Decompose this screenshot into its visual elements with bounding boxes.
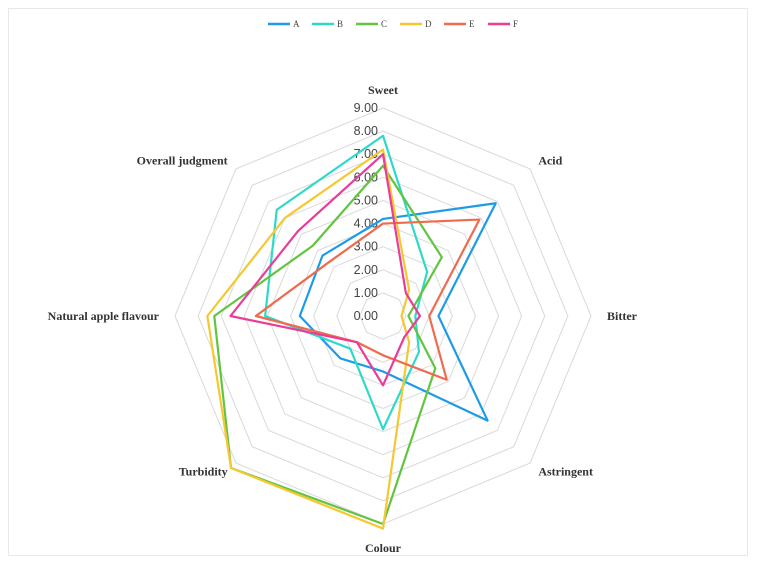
grid-ring: [266, 199, 500, 433]
series-d-line: [206, 148, 411, 530]
series-e-line: [254, 218, 481, 381]
axis-label: Colour: [365, 541, 402, 555]
tick-label: 3.00: [354, 240, 378, 254]
series-f-line: [229, 153, 422, 387]
grid-ring: [174, 107, 592, 525]
radar-grid: [174, 107, 592, 525]
tick-label: 9.00: [354, 101, 378, 115]
series-group: [206, 134, 497, 530]
tick-label: 5.00: [354, 193, 378, 207]
tick-labels: 0.001.002.003.004.005.006.007.008.009.00: [354, 101, 378, 323]
axis-label: Acid: [538, 153, 562, 167]
legend-label: D: [425, 19, 432, 29]
axis-labels: Sweet Acid Bitter Astringent Colour Turbidity…: [48, 83, 638, 555]
legend-label: C: [381, 19, 387, 29]
legend-label: A: [293, 19, 300, 29]
grid-ring: [220, 153, 546, 479]
grid-ring: [359, 292, 407, 340]
legend-label: F: [513, 19, 518, 29]
axis-label: Sweet: [368, 83, 398, 97]
series-b-line: [264, 134, 429, 431]
chart-frame: [8, 8, 748, 556]
axis-label: Turbidity: [179, 465, 228, 479]
tick-label: 8.00: [354, 124, 378, 138]
legend-label: B: [337, 19, 343, 29]
axis-label: Overall judgment: [137, 153, 228, 167]
tick-label: 0.00: [354, 309, 378, 323]
legend: A B C D E F: [268, 19, 518, 29]
grid-ring: [197, 130, 569, 502]
tick-label: 1.00: [354, 286, 378, 300]
tick-label: 4.00: [354, 217, 378, 231]
grid-ring: [313, 246, 453, 386]
legend-label: E: [469, 19, 475, 29]
axis-label: Bitter: [607, 309, 638, 323]
series-a-line: [298, 202, 497, 422]
tick-label: 2.00: [354, 263, 378, 277]
axis-label: Astringent: [538, 465, 593, 479]
axis-label: Natural apple flavour: [48, 309, 160, 323]
grid-ring: [290, 223, 476, 409]
